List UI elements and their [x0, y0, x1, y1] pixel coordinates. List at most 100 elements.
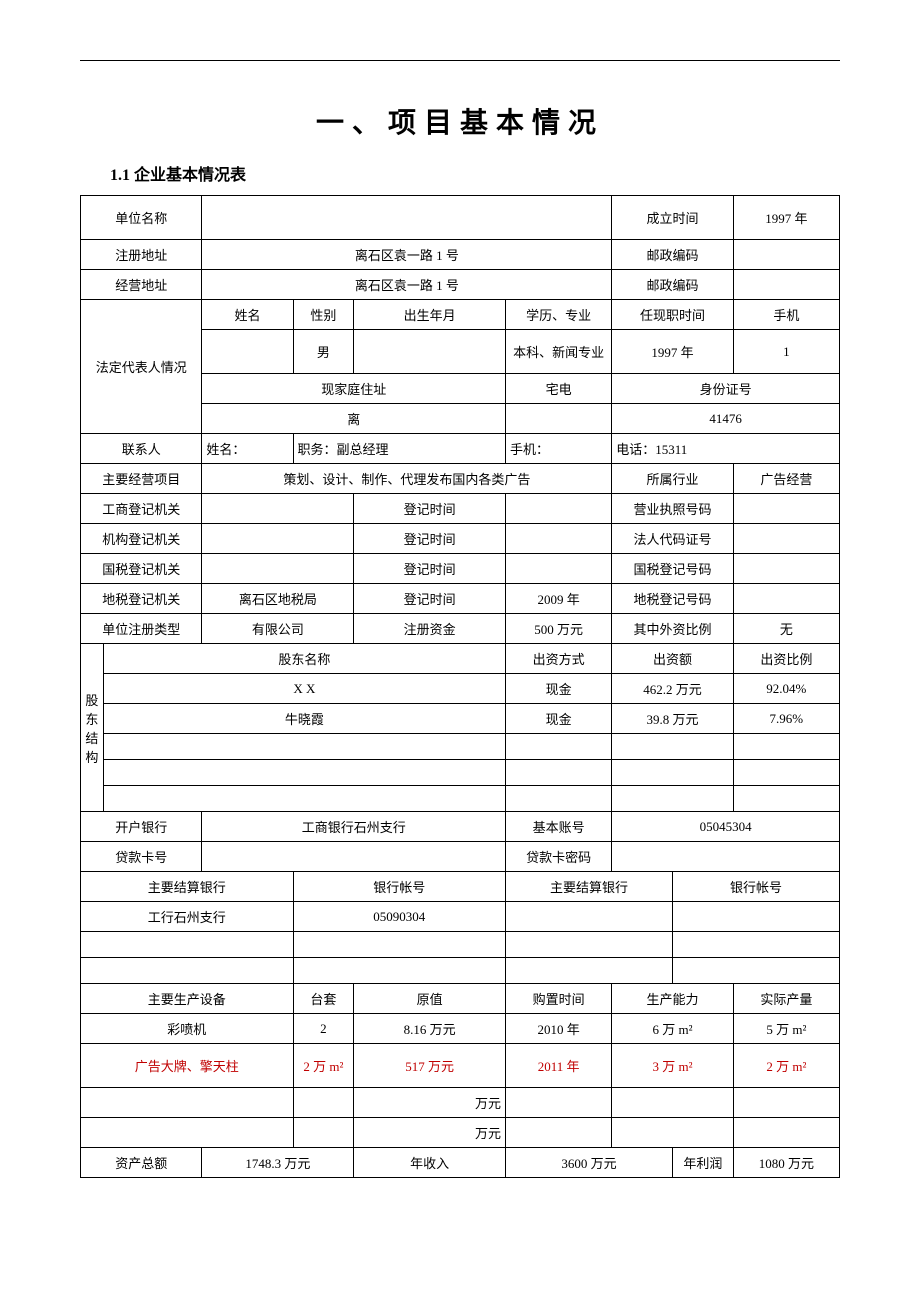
- table-row: [81, 932, 840, 958]
- foreign-label: 其中外资比例: [612, 614, 733, 644]
- biz-addr-label: 经营地址: [81, 270, 202, 300]
- jigou-no-label: 法人代码证号: [612, 524, 733, 554]
- contact-title: 职务：副总经理: [293, 434, 506, 464]
- bank-basic-value: 05045304: [612, 812, 840, 842]
- equip-qty: [293, 1088, 354, 1118]
- regtype-value: 有限公司: [202, 614, 354, 644]
- legal-v-gender: 男: [293, 330, 354, 374]
- table-row: 万元: [81, 1118, 840, 1148]
- jigou-time-label: 登记时间: [354, 524, 506, 554]
- cap-value: 500 万元: [506, 614, 612, 644]
- equip-name: [81, 1088, 294, 1118]
- gongshang-time-value: [506, 494, 612, 524]
- table-row: 彩喷机 2 8.16 万元 2010 年 6 万 m² 5 万 m²: [81, 1014, 840, 1044]
- reg-addr-label: 注册地址: [81, 240, 202, 270]
- foreign-value: 无: [733, 614, 839, 644]
- home-phone-value: [506, 404, 612, 434]
- gongshang-no-value: [733, 494, 839, 524]
- table-row: [81, 958, 840, 984]
- guoshui-value: [202, 554, 354, 584]
- id-label: 身份证号: [612, 374, 840, 404]
- table-row: 工商登记机关 登记时间 营业执照号码: [81, 494, 840, 524]
- guoshui-time-value: [506, 554, 612, 584]
- dishui-label: 地税登记机关: [81, 584, 202, 614]
- sh-name: [103, 786, 505, 812]
- table-row: X X 现金 462.2 万元 92.04%: [81, 674, 840, 704]
- contact-mobile: 手机：: [506, 434, 612, 464]
- sh-ratio: [733, 760, 839, 786]
- bank-open-value: 工商银行石州支行: [202, 812, 506, 842]
- equip-qty: 2: [293, 1014, 354, 1044]
- asset-label: 资产总额: [81, 1148, 202, 1178]
- sh-ratio: 7.96%: [733, 704, 839, 734]
- post-label: 邮政编码: [612, 240, 733, 270]
- settle-a1: [293, 958, 506, 984]
- asset-value: 1748.3 万元: [202, 1148, 354, 1178]
- table-row: [81, 734, 840, 760]
- income-label: 年收入: [354, 1148, 506, 1178]
- table-row: 单位注册类型 有限公司 注册资金 500 万元 其中外资比例 无: [81, 614, 840, 644]
- settle-h-bank1: 主要结算银行: [81, 872, 294, 902]
- jigou-no-value: [733, 524, 839, 554]
- equip-h-actual: 实际产量: [733, 984, 839, 1014]
- gongshang-label: 工商登记机关: [81, 494, 202, 524]
- info-table: 单位名称 成立时间 1997 年 注册地址 离石区袁一路 1 号 邮政编码 经营…: [80, 195, 840, 1178]
- settle-h-bank2: 主要结算银行: [506, 872, 673, 902]
- home-addr-value: 离: [202, 404, 506, 434]
- contact-tel: 电话：15311: [612, 434, 840, 464]
- sh-amount: 462.2 万元: [612, 674, 733, 704]
- dishui-value: 离石区地税局: [202, 584, 354, 614]
- dishui-time-label: 登记时间: [354, 584, 506, 614]
- table-row: 地税登记机关 离石区地税局 登记时间 2009 年 地税登记号码: [81, 584, 840, 614]
- table-row: [81, 786, 840, 812]
- equip-cap: 6 万 m²: [612, 1014, 733, 1044]
- equip-orig: 万元: [354, 1088, 506, 1118]
- dishui-time-value: 2009 年: [506, 584, 612, 614]
- equip-orig: 8.16 万元: [354, 1014, 506, 1044]
- equip-name: 广告大牌、擎天柱: [81, 1044, 294, 1088]
- sh-h-ratio: 出资比例: [733, 644, 839, 674]
- income-value: 3600 万元: [506, 1148, 673, 1178]
- top-rule: [80, 60, 840, 61]
- settle-b1: [81, 932, 294, 958]
- equip-actual: 2 万 m²: [733, 1044, 839, 1088]
- equip-buy: 2011 年: [506, 1044, 612, 1088]
- sh-name: X X: [103, 674, 505, 704]
- biz-addr-value: 离石区袁一路 1 号: [202, 270, 612, 300]
- equip-orig: 517 万元: [354, 1044, 506, 1088]
- table-row: 主要结算银行 银行帐号 主要结算银行 银行帐号: [81, 872, 840, 902]
- equip-qty: 2 万 m²: [293, 1044, 354, 1088]
- table-row: 广告大牌、擎天柱 2 万 m² 517 万元 2011 年 3 万 m² 2 万…: [81, 1044, 840, 1088]
- home-addr-label: 现家庭住址: [202, 374, 506, 404]
- table-row: 单位名称 成立时间 1997 年: [81, 196, 840, 240]
- sh-method: [506, 760, 612, 786]
- table-row: 国税登记机关 登记时间 国税登记号码: [81, 554, 840, 584]
- legal-h-gender: 性别: [293, 300, 354, 330]
- equip-cap: [612, 1118, 733, 1148]
- legal-v-birth: [354, 330, 506, 374]
- sh-h-amount: 出资额: [612, 644, 733, 674]
- settle-a2: [672, 932, 839, 958]
- cap-label: 注册资金: [354, 614, 506, 644]
- sh-name: [103, 734, 505, 760]
- legal-h-edu: 学历、专业: [506, 300, 612, 330]
- settle-b1: [81, 958, 294, 984]
- table-row: 开户银行 工商银行石州支行 基本账号 05045304: [81, 812, 840, 842]
- bank-pwd-value: [612, 842, 840, 872]
- legal-h-phone: 手机: [733, 300, 839, 330]
- regtype-label: 单位注册类型: [81, 614, 202, 644]
- equip-h-orig: 原值: [354, 984, 506, 1014]
- bank-open-label: 开户银行: [81, 812, 202, 842]
- guoshui-no-value: [733, 554, 839, 584]
- table-row: 法定代表人情况 姓名 性别 出生年月 学历、专业 任现职时间 手机: [81, 300, 840, 330]
- equip-h-name: 主要生产设备: [81, 984, 294, 1014]
- biz-value: 策划、设计、制作、代理发布国内各类广告: [202, 464, 612, 494]
- equip-cap: [612, 1088, 733, 1118]
- table-row: 股东结构 股东名称 出资方式 出资额 出资比例: [81, 644, 840, 674]
- settle-b2: [506, 902, 673, 932]
- biz-label: 主要经营项目: [81, 464, 202, 494]
- home-phone-label: 宅电: [506, 374, 612, 404]
- sh-name: [103, 760, 505, 786]
- legal-h-name: 姓名: [202, 300, 293, 330]
- settle-a1: [293, 932, 506, 958]
